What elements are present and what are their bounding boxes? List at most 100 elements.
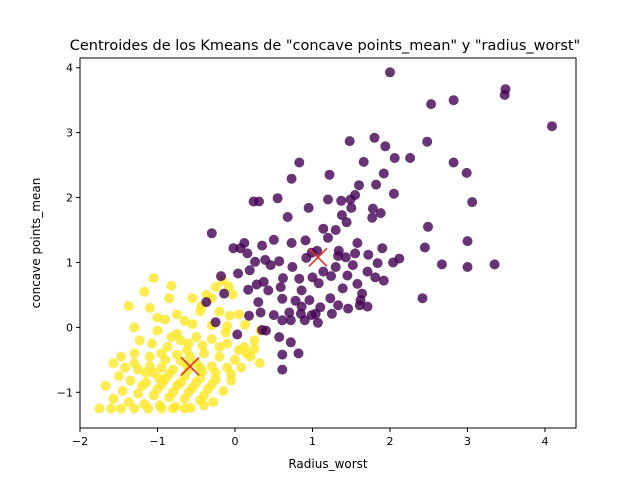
scatter-point-cluster-1	[164, 293, 175, 304]
x-tick-label: −2	[72, 435, 88, 448]
scatter-point-cluster-0	[232, 329, 243, 340]
scatter-point-cluster-1	[116, 403, 127, 414]
scatter-point-cluster-1	[179, 403, 190, 414]
scatter-point-cluster-1	[183, 387, 194, 398]
scatter-point-cluster-1	[129, 403, 140, 414]
scatter-point-cluster-0	[268, 310, 279, 321]
scatter-point-cluster-1	[152, 384, 163, 395]
scatter-point-cluster-0	[426, 99, 437, 110]
scatter-point-cluster-0	[323, 194, 333, 205]
scatter-point-cluster-0	[278, 273, 288, 284]
scatter-point-cluster-0	[250, 256, 261, 267]
scatter-point-cluster-0	[323, 232, 333, 243]
scatter-point-cluster-0	[333, 300, 344, 311]
plot-area-frame	[79, 57, 577, 429]
scatter-point-cluster-0	[342, 270, 353, 281]
scatter-point-cluster-0	[272, 193, 283, 204]
scatter-point-cluster-0	[206, 228, 217, 239]
scatter-point-cluster-0	[253, 297, 264, 308]
scatter-point-cluster-0	[326, 308, 337, 319]
scatter-point-cluster-0	[422, 136, 433, 147]
scatter-point-cluster-1	[240, 319, 251, 330]
scatter-point-cluster-0	[284, 307, 295, 318]
scatter-point-cluster-0	[375, 208, 386, 219]
scatter-point-cluster-1	[148, 273, 159, 284]
scatter-point-cluster-0	[343, 303, 354, 314]
scatter-point-cluster-0	[347, 260, 358, 271]
scatter-point-cluster-1	[117, 386, 128, 396]
scatter-point-cluster-0	[243, 284, 254, 295]
scatter-point-cluster-1	[241, 348, 252, 359]
scatter-point-cluster-0	[300, 235, 311, 246]
scatter-point-cluster-0	[277, 315, 288, 326]
scatter-point-cluster-0	[388, 188, 399, 199]
scatter-point-cluster-1	[125, 375, 136, 386]
scatter-point-cluster-0	[340, 252, 351, 263]
scatter-point-cluster-0	[448, 157, 459, 168]
scatter-point-cluster-0	[336, 210, 347, 221]
scatter-point-cluster-1	[218, 386, 229, 396]
data-points	[94, 67, 557, 414]
scatter-point-cluster-0	[367, 212, 378, 223]
scatter-point-cluster-0	[255, 307, 266, 318]
scatter-point-cluster-1	[230, 354, 240, 365]
scatter-point-cluster-0	[294, 273, 305, 284]
x-tick-label: 1	[309, 435, 316, 448]
scatter-point-cluster-1	[224, 310, 235, 321]
chart-title: Centroides de los Kmeans de "concave poi…	[70, 38, 580, 54]
scatter-point-cluster-1	[214, 341, 225, 352]
scatter-point-cluster-1	[233, 345, 244, 356]
scatter-point-cluster-0	[380, 141, 391, 152]
scatter-point-cluster-0	[244, 265, 255, 276]
scatter-point-cluster-1	[254, 358, 265, 369]
scatter-point-cluster-1	[226, 369, 237, 380]
scatter-point-cluster-0	[337, 283, 348, 294]
scatter-point-cluster-1	[214, 351, 225, 362]
scatter-point-cluster-0	[242, 248, 253, 259]
scatter-point-cluster-1	[185, 351, 196, 362]
scatter-point-cluster-1	[166, 332, 177, 343]
scatter-point-cluster-0	[268, 234, 279, 245]
scatter-point-cluster-0	[461, 167, 472, 178]
scatter-point-cluster-0	[201, 297, 212, 308]
scatter-point-cluster-1	[160, 314, 171, 325]
scatter-point-cluster-0	[419, 242, 430, 253]
scatter-point-cluster-0	[285, 337, 296, 348]
scatter-point-cluster-0	[389, 153, 400, 163]
scatter-point-cluster-1	[201, 289, 212, 300]
scatter-point-cluster-0	[330, 262, 341, 272]
scatter-point-cluster-1	[171, 349, 182, 360]
scatter-point-cluster-1	[168, 387, 178, 398]
scatter-point-cluster-1	[179, 315, 190, 326]
scatter-point-cluster-0	[330, 225, 341, 235]
scatter-point-cluster-0	[372, 258, 383, 269]
scatter-point-cluster-1	[166, 280, 177, 291]
y-axis-ticks: −1 0 1 2 3 4	[57, 62, 80, 399]
scatter-point-cluster-0	[436, 259, 447, 270]
scatter-point-cluster-0	[405, 153, 416, 163]
scatter-point-cluster-1	[191, 332, 202, 343]
scatter-point-cluster-0	[274, 256, 285, 267]
scatter-point-cluster-0	[378, 275, 389, 286]
y-tick-label: 4	[66, 62, 73, 75]
scatter-point-cluster-0	[304, 295, 315, 306]
scatter-point-cluster-1	[187, 319, 198, 330]
scatter-point-cluster-0	[423, 221, 433, 232]
scatter-point-cluster-1	[183, 338, 194, 349]
scatter-point-cluster-1	[133, 388, 144, 399]
scatter-point-cluster-1	[206, 334, 217, 345]
scatter-point-cluster-0	[363, 249, 374, 260]
y-tick-label: 0	[66, 321, 73, 334]
scatter-point-cluster-0	[345, 194, 356, 205]
scatter-point-cluster-1	[222, 338, 233, 349]
scatter-point-cluster-1	[191, 377, 202, 388]
scatter-point-cluster-0	[318, 266, 329, 277]
scatter-point-cluster-0	[325, 293, 336, 304]
scatter-point-cluster-0	[369, 132, 380, 143]
scatter-point-cluster-1	[206, 379, 217, 390]
scatter-point-cluster-1	[223, 281, 234, 292]
scatter-point-cluster-0	[286, 238, 297, 248]
scatter-point-cluster-0	[371, 179, 382, 190]
